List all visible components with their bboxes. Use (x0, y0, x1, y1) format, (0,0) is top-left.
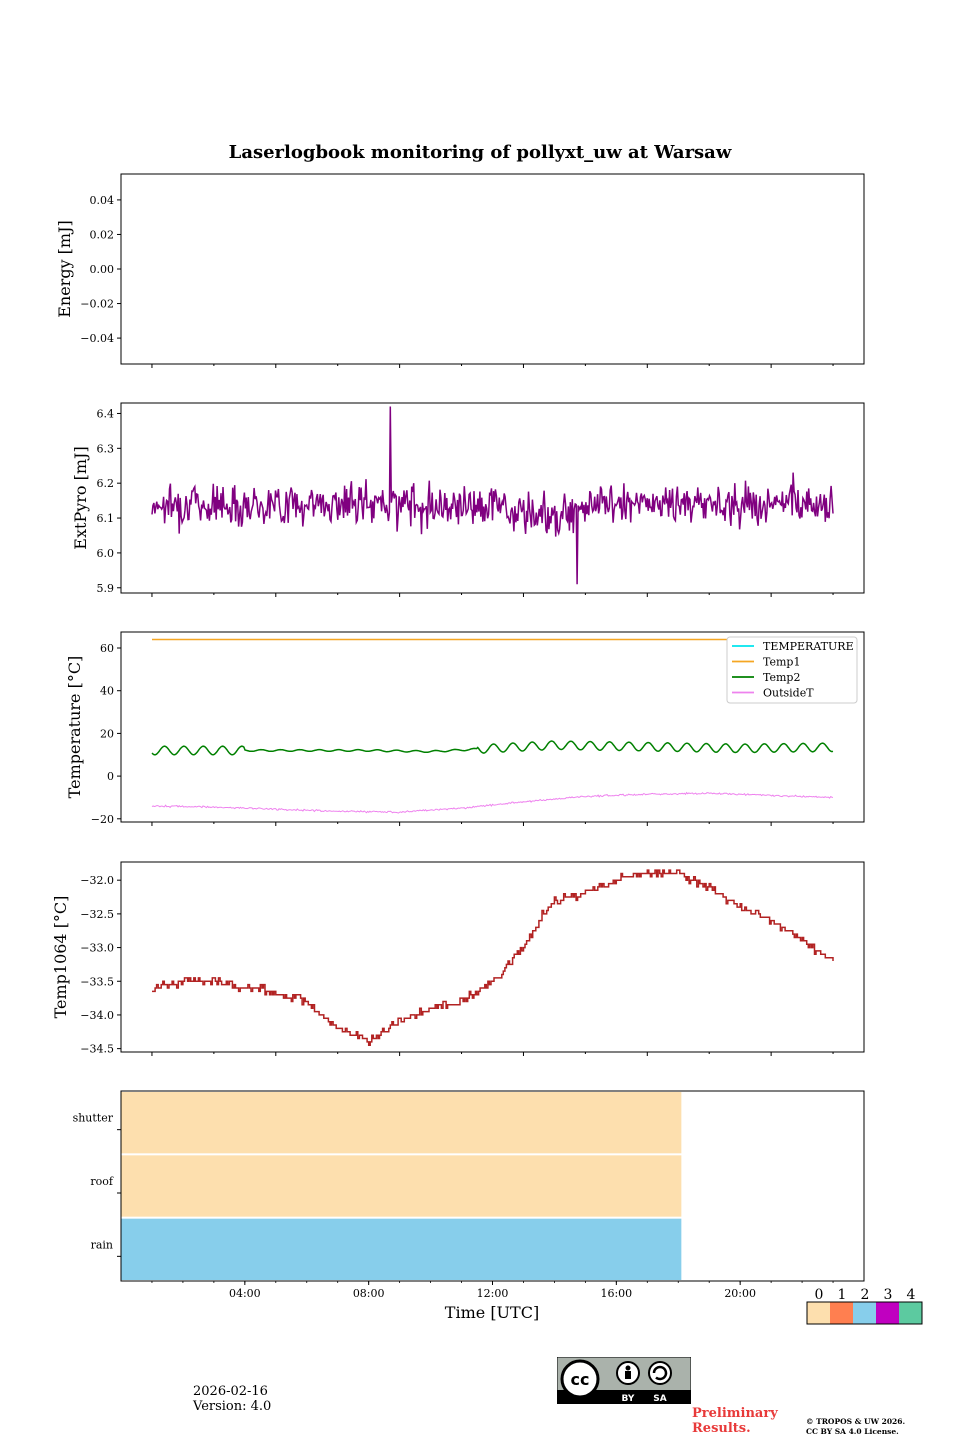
x-tick-label: 16:00 (600, 1287, 632, 1300)
y-tick-label: −20 (91, 813, 114, 826)
colorbar-frame (806, 1301, 923, 1325)
colorbar-cell (830, 1302, 853, 1324)
share-alike-icon (648, 1361, 672, 1385)
svg-text:cc: cc (571, 1370, 590, 1389)
y-tick-label: 0.04 (90, 194, 115, 207)
legend-label: Temp2 (763, 671, 800, 684)
y-tick-label: 0.02 (90, 228, 115, 241)
y-tick-label: −33.5 (80, 975, 114, 988)
temp2-series (151, 740, 834, 756)
y-tick-label: 0.00 (90, 263, 115, 276)
colorbar-cell (807, 1302, 830, 1324)
copyright-note: © TROPOS & UW 2026. CC BY SA 4.0 License… (806, 1417, 956, 1437)
status-segment-roof (121, 1155, 682, 1217)
outsidet-series (151, 791, 834, 814)
colorbar-cell (899, 1302, 922, 1324)
status-row-label: roof (90, 1175, 114, 1188)
panel-frame (120, 861, 865, 1053)
temperature-panel: 60 40 20 0 −20 Temperature [°C] TEMPERATURE Tem… (65, 631, 865, 826)
y-tick-label: 5.9 (97, 582, 115, 595)
temp1064-panel: −32.0 −32.5 −33.0 −33.5 −34.0 −34.5 Temp1064 [… (51, 861, 865, 1056)
x-tick-label: 20:00 (724, 1287, 756, 1300)
y-axis-label: Temp1064 [°C] (51, 896, 70, 1019)
y-tick-label: −32.5 (80, 908, 114, 921)
panel-frame (120, 402, 865, 594)
status-row-label: rain (91, 1238, 113, 1251)
y-tick-label: 6.2 (97, 477, 115, 490)
colorbar-tick-label: 3 (884, 1287, 893, 1303)
y-tick-label: 0 (107, 770, 114, 783)
cc-by-sa-license-badge: cc BY SA (557, 1357, 691, 1404)
y-axis-label: Temperature [°C] (65, 656, 84, 799)
energy-panel: 0.04 0.02 0.00 −0.02 −0.04 Energy [mJ] (55, 173, 865, 368)
y-tick-label: 6.1 (97, 512, 115, 525)
temp1064-series (152, 869, 834, 1047)
y-tick-label: 60 (100, 642, 114, 655)
y-tick-label: 6.3 (97, 442, 115, 455)
copyright-line-2: CC BY SA 4.0 License. (806, 1427, 899, 1436)
svg-text:SA: SA (653, 1394, 666, 1404)
extpyro-panel: 6.4 6.3 6.2 6.1 6.0 5.9 ExtPyro [mJ] (71, 402, 865, 597)
status-panel: shutter roof rain 04:00 08:00 12:00 16:00 20:00 (73, 1090, 865, 1300)
status-segment-shutter (121, 1092, 682, 1154)
y-tick-label: −0.04 (80, 332, 114, 345)
colorbar-tick-label: 4 (907, 1287, 916, 1303)
y-axis-label: Energy [mJ] (55, 220, 74, 318)
colorbar-tick-label: 1 (838, 1287, 847, 1303)
x-tick-label: 04:00 (229, 1287, 261, 1300)
legend-box (726, 636, 858, 704)
legend-label: Temp1 (763, 656, 800, 669)
y-tick-label: 20 (100, 727, 114, 740)
status-segment-rain (121, 1218, 682, 1280)
y-tick-label: −0.02 (80, 298, 114, 311)
svg-text:BY: BY (622, 1394, 635, 1404)
extpyro-series (151, 406, 834, 585)
panel-frame (120, 631, 865, 823)
panel-frame (120, 173, 865, 365)
x-axis-label: Time [UTC] (445, 1303, 539, 1322)
y-tick-label: 6.0 (97, 547, 115, 560)
legend-label: OutsideT (763, 687, 814, 700)
y-tick-label: −34.0 (80, 1009, 114, 1022)
status-row-label: shutter (73, 1112, 114, 1125)
y-tick-label: 40 (100, 685, 114, 698)
colorbar-cell (853, 1302, 876, 1324)
y-tick-label: −32.0 (80, 874, 114, 887)
copyright-line-1: © TROPOS & UW 2026. (806, 1417, 906, 1426)
footer-date: 2026-02-16 (193, 1384, 268, 1399)
chart-title: Laserlogbook monitoring of pollyxt_uw at… (229, 142, 732, 163)
legend-label: TEMPERATURE (763, 640, 854, 653)
preliminary-results-note: Preliminary Results. (692, 1406, 778, 1436)
y-axis-label: ExtPyro [mJ] (71, 446, 90, 549)
cc-icon (560, 1359, 600, 1399)
colorbar-tick-label: 0 (815, 1287, 824, 1303)
colorbar-tick-label: 2 (861, 1287, 870, 1303)
y-tick-label: −34.5 (80, 1043, 114, 1056)
y-tick-label: −33.0 (80, 942, 114, 955)
x-tick-label: 08:00 (353, 1287, 385, 1300)
colorbar-cell (876, 1302, 899, 1324)
footer-version: Version: 4.0 (193, 1399, 272, 1414)
y-tick-label: 6.4 (97, 407, 115, 420)
legend: TEMPERATURE Temp1 Temp2 OutsideT (726, 636, 858, 704)
x-tick-label: 12:00 (477, 1287, 509, 1300)
